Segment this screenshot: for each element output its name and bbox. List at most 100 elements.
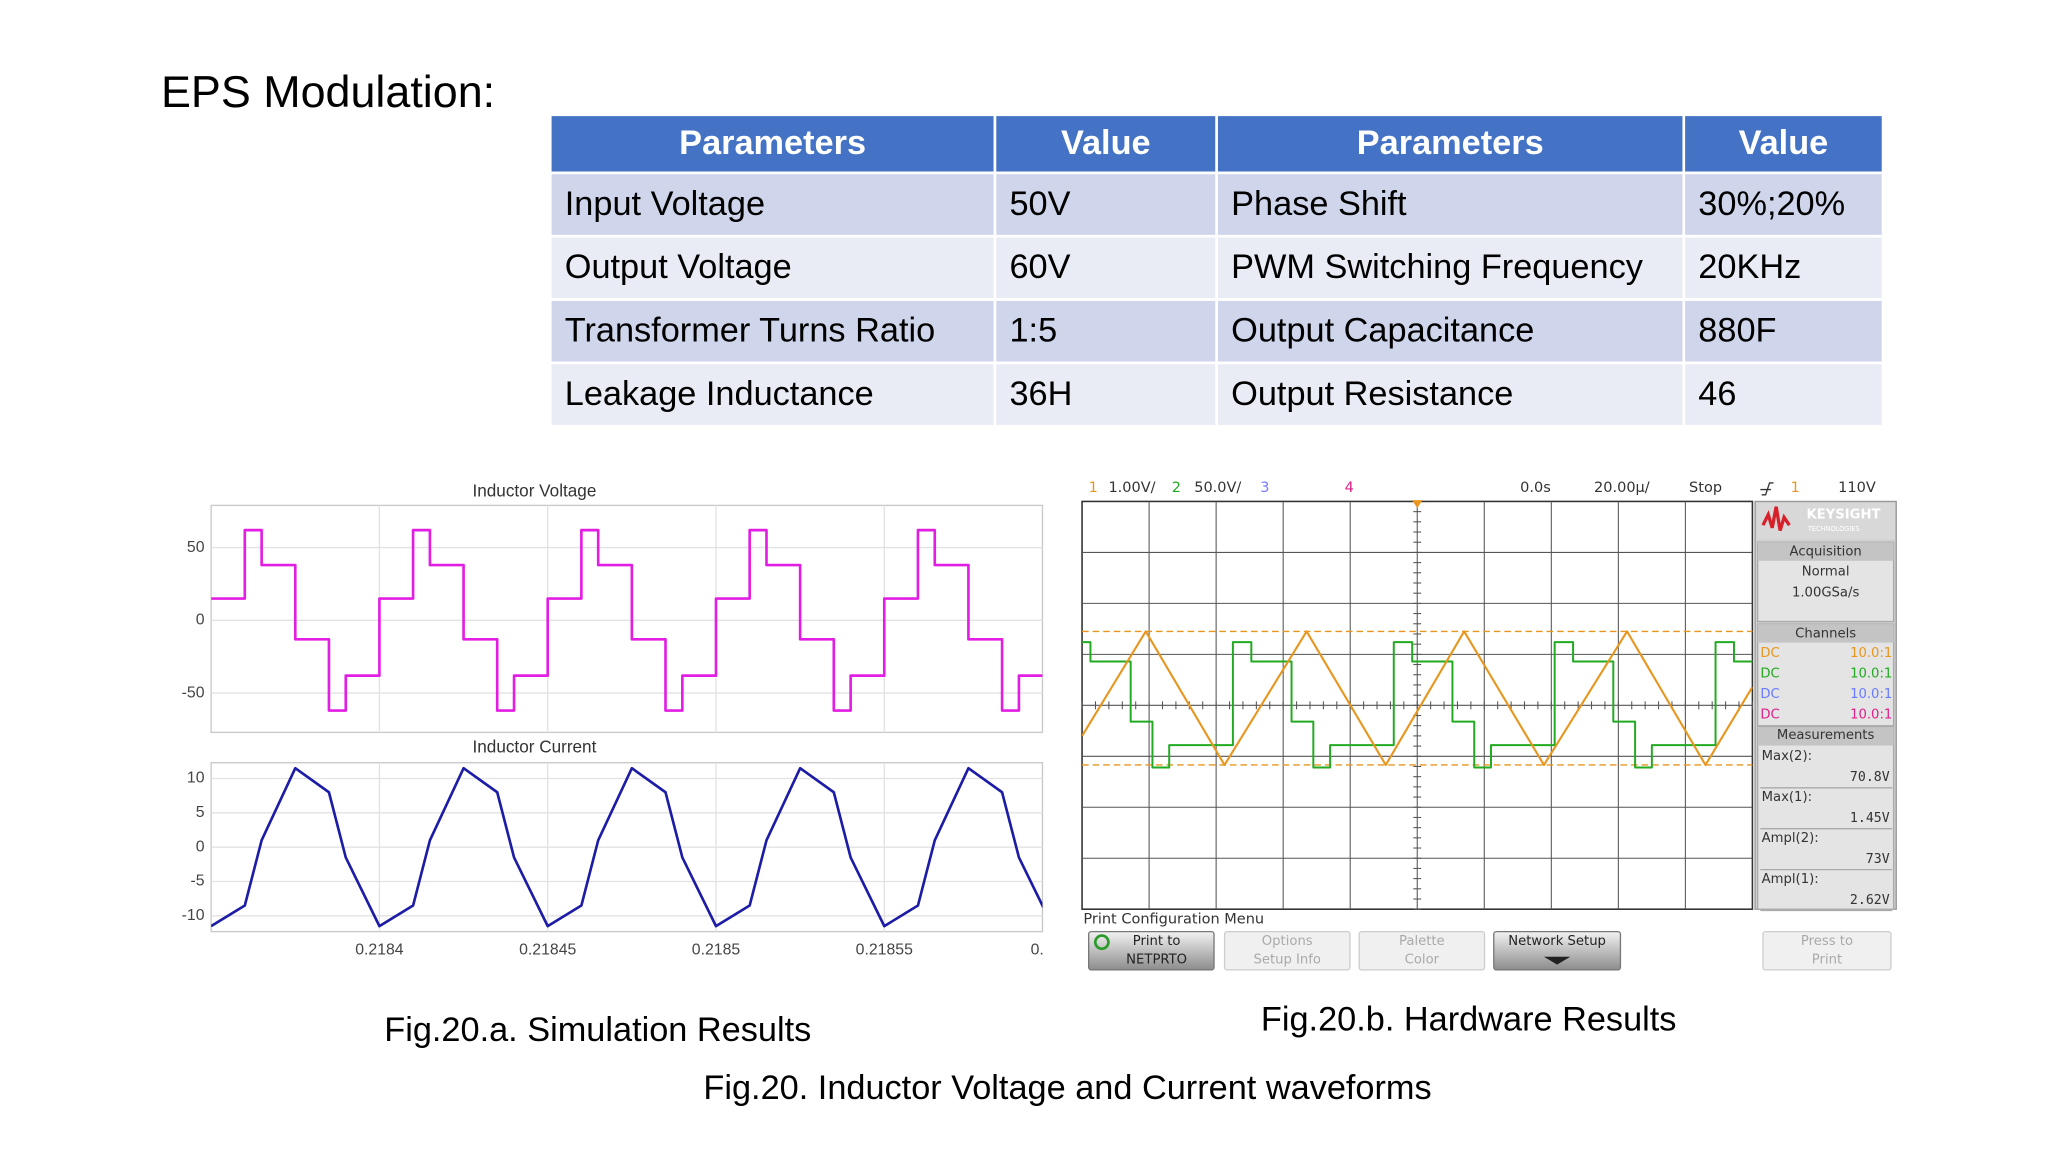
menu-button xyxy=(1223,930,1351,971)
x-tick-label: 0. xyxy=(1031,941,1044,958)
chart-title: Inductor Current xyxy=(473,737,597,757)
header-text: Value xyxy=(1061,124,1151,162)
header-text: Parameters xyxy=(1357,124,1544,162)
section-header xyxy=(1757,542,1894,561)
menu-button xyxy=(1088,930,1215,971)
y-tick-label: 50 xyxy=(187,539,205,556)
header-cell xyxy=(1682,113,1885,175)
button-text: Network Setup xyxy=(1508,934,1606,949)
x-tick-label: 0.21855 xyxy=(856,941,913,958)
scope-header-text: 1 xyxy=(1089,480,1098,496)
chart-title: Inductor Voltage xyxy=(472,481,596,501)
button-text: Print to xyxy=(1133,934,1181,949)
channel-coupling: DC xyxy=(1760,708,1779,723)
cell-text: PWM Switching Frequency xyxy=(1231,248,1644,286)
cell-text: Output Resistance xyxy=(1231,375,1513,413)
cell-text: 50V xyxy=(1009,185,1070,223)
button-text: Print xyxy=(1812,952,1842,967)
button-text: Options xyxy=(1262,934,1313,949)
table-cell xyxy=(993,361,1218,428)
measurement-value: 73V xyxy=(1866,852,1890,867)
section-title: Channels xyxy=(1795,626,1856,641)
table-cell xyxy=(1682,171,1885,238)
measurement-label: Max(2): xyxy=(1762,749,1812,764)
button-text: Setup Info xyxy=(1253,952,1321,967)
y-tick-label: 0 xyxy=(196,838,205,855)
cell-text: 20KHz xyxy=(1698,248,1801,286)
measurement-value: 70.8V xyxy=(1850,770,1890,785)
panel-section xyxy=(1757,726,1895,910)
measurement-label: Ampl(2): xyxy=(1762,831,1819,846)
table-cell xyxy=(993,234,1218,301)
channel-coupling: DC xyxy=(1760,687,1779,702)
cell-text: Leakage Inductance xyxy=(565,375,874,413)
table-cell xyxy=(993,171,1218,238)
button-text: Press to xyxy=(1801,934,1853,949)
table-cell xyxy=(1682,234,1885,301)
acquisition-text: Normal xyxy=(1802,564,1850,579)
scope-header-text: Stop xyxy=(1689,480,1722,496)
cell-text: 1:5 xyxy=(1009,312,1057,350)
table-cell xyxy=(993,298,1218,365)
button-text: Color xyxy=(1405,952,1440,967)
scope-header-text: 3 xyxy=(1260,480,1269,496)
button-text: NETPRTO xyxy=(1126,952,1187,967)
measurement-value: 1.45V xyxy=(1850,811,1890,826)
measurement-label: Ampl(1): xyxy=(1762,872,1819,887)
menu-button xyxy=(1358,930,1486,971)
cell-text: 46 xyxy=(1698,375,1736,413)
menu-button xyxy=(1493,930,1622,971)
caption-a: Fig.20.a. Simulation Results xyxy=(384,1011,811,1049)
x-tick-label: 0.2184 xyxy=(355,941,404,958)
section-title: Acquisition xyxy=(1790,545,1862,560)
scope-header-text: 1.00V/ xyxy=(1108,480,1155,496)
measurement-label: Max(1): xyxy=(1762,790,1812,805)
series-line xyxy=(211,528,1043,712)
scope-header-text: 1 xyxy=(1791,480,1800,496)
table-cell xyxy=(1682,298,1885,365)
brand: KEYSIGHT xyxy=(1807,508,1881,523)
cell-text: 30%;20% xyxy=(1698,185,1845,223)
channel-probe: 10.0:1 xyxy=(1850,667,1892,682)
table-cell xyxy=(1215,361,1686,428)
channel-coupling: DC xyxy=(1760,667,1779,682)
scope-header-text: 0.0s xyxy=(1520,480,1551,496)
scope-header-text: 110V xyxy=(1838,480,1876,496)
button-text: Palette xyxy=(1399,934,1445,949)
channel-coupling: DC xyxy=(1760,646,1779,661)
waveform xyxy=(1082,630,1753,767)
header-text: Parameters xyxy=(679,124,866,162)
brand-sub: TECHNOLOGIES xyxy=(1807,525,1860,533)
trigger-icon xyxy=(1760,482,1774,496)
y-tick-label: 5 xyxy=(196,804,205,821)
trigger-marker xyxy=(1411,500,1423,509)
slide-title: EPS Modulation: xyxy=(161,66,495,117)
button-arrow xyxy=(1543,956,1571,965)
caption-main: Fig.20. Inductor Voltage and Current wav… xyxy=(703,1069,1431,1107)
channel-probe: 10.0:1 xyxy=(1850,708,1892,723)
y-tick-label: 10 xyxy=(187,770,205,787)
plot-area xyxy=(210,504,1044,734)
y-tick-label: -10 xyxy=(182,907,205,924)
section-header xyxy=(1757,727,1894,746)
series-line xyxy=(211,766,1043,928)
cell-text: Output Capacitance xyxy=(1231,312,1534,350)
cell-text: 60V xyxy=(1009,248,1070,286)
cell-text: Transformer Turns Ratio xyxy=(565,312,935,350)
table-cell xyxy=(1682,361,1885,428)
cell-text: Input Voltage xyxy=(565,185,765,223)
channel-probe: 10.0:1 xyxy=(1850,646,1892,661)
header-text: Value xyxy=(1739,124,1829,162)
y-tick-label: -50 xyxy=(182,684,205,701)
cell-text: Output Voltage xyxy=(565,248,792,286)
measurement-value: 2.62V xyxy=(1850,893,1890,908)
y-tick-label: 0 xyxy=(196,612,205,629)
logo-wave xyxy=(1761,506,1791,531)
section-title: Measurements xyxy=(1777,728,1875,743)
x-tick-label: 0.2185 xyxy=(692,941,741,958)
cell-text: 880F xyxy=(1698,312,1776,350)
cell-text: Phase Shift xyxy=(1231,185,1407,223)
section-header xyxy=(1757,624,1894,643)
menu-title: Print Configuration Menu xyxy=(1083,912,1264,928)
